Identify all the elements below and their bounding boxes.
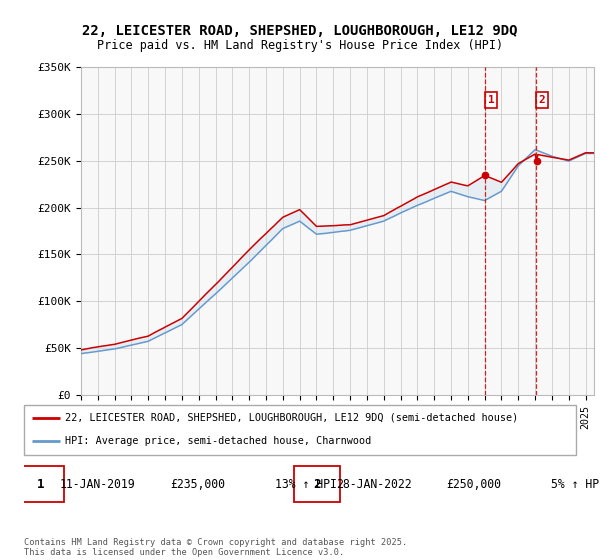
- Text: 22, LEICESTER ROAD, SHEPSHED, LOUGHBOROUGH, LE12 9DQ (semi-detached house): 22, LEICESTER ROAD, SHEPSHED, LOUGHBOROU…: [65, 413, 518, 423]
- Text: 11-JAN-2019: 11-JAN-2019: [60, 478, 136, 491]
- Text: £235,000: £235,000: [170, 478, 225, 491]
- Text: 2: 2: [313, 478, 321, 491]
- FancyBboxPatch shape: [24, 405, 576, 455]
- Text: 1: 1: [488, 95, 494, 105]
- Text: 28-JAN-2022: 28-JAN-2022: [336, 478, 412, 491]
- Text: 5% ↑ HPI: 5% ↑ HPI: [551, 478, 600, 491]
- Text: 22, LEICESTER ROAD, SHEPSHED, LOUGHBOROUGH, LE12 9DQ: 22, LEICESTER ROAD, SHEPSHED, LOUGHBOROU…: [82, 25, 518, 38]
- Text: 2: 2: [539, 95, 545, 105]
- Text: Price paid vs. HM Land Registry's House Price Index (HPI): Price paid vs. HM Land Registry's House …: [97, 39, 503, 53]
- Text: 1: 1: [37, 478, 45, 491]
- Text: 13% ↑ HPI: 13% ↑ HPI: [275, 478, 337, 491]
- FancyBboxPatch shape: [19, 466, 64, 502]
- Text: HPI: Average price, semi-detached house, Charnwood: HPI: Average price, semi-detached house,…: [65, 436, 371, 446]
- FancyBboxPatch shape: [295, 466, 340, 502]
- Text: £250,000: £250,000: [446, 478, 501, 491]
- Text: Contains HM Land Registry data © Crown copyright and database right 2025.
This d: Contains HM Land Registry data © Crown c…: [24, 538, 407, 557]
